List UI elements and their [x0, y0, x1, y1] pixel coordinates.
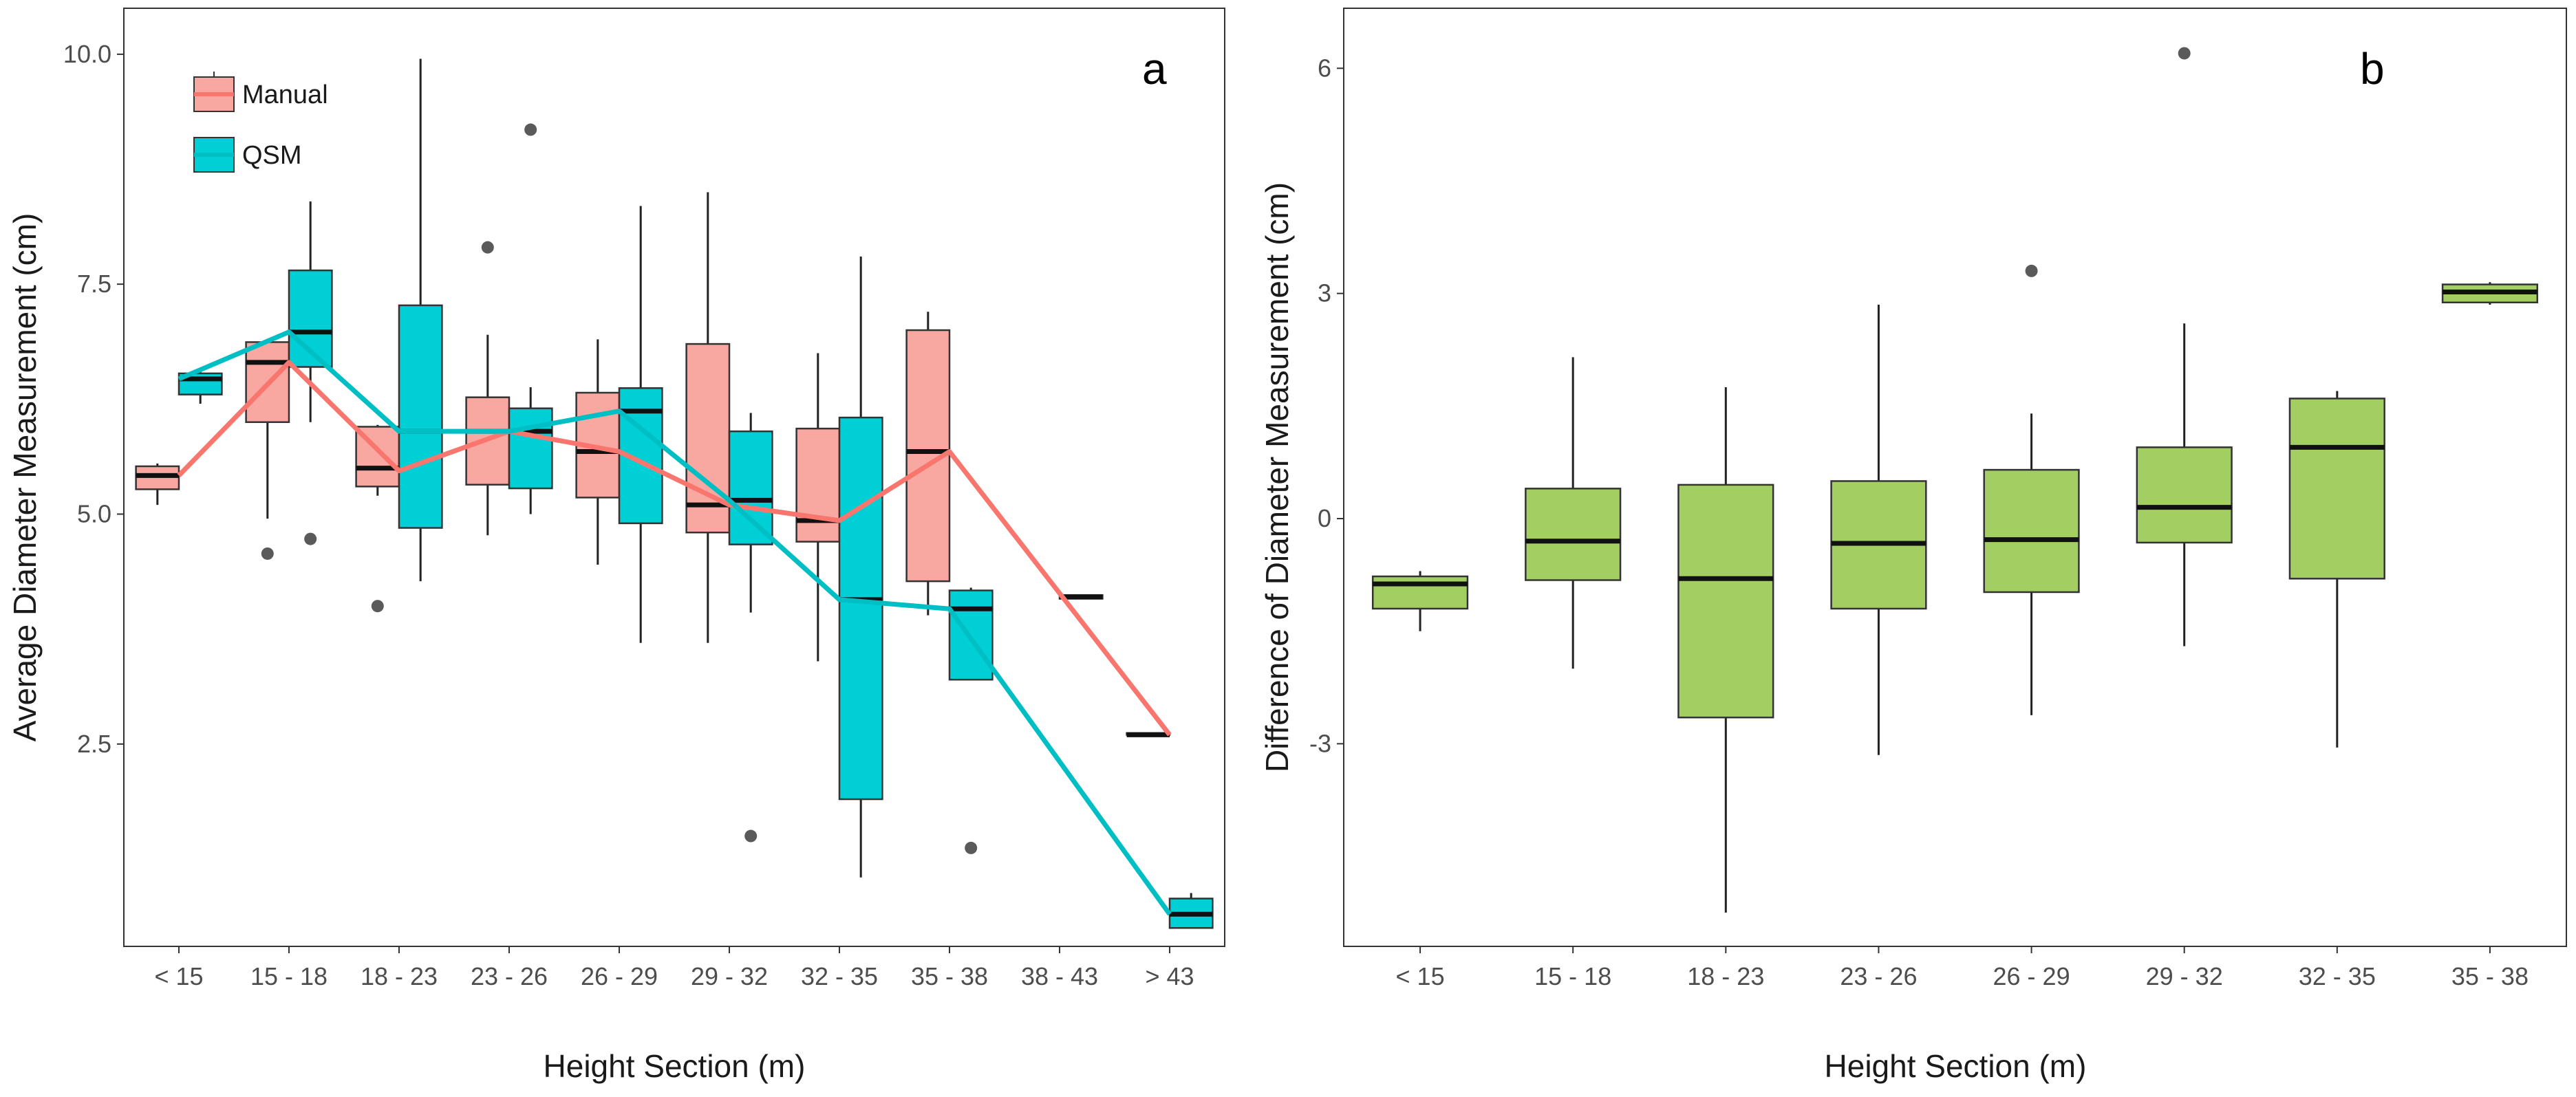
panel-b-box-diff — [2441, 282, 2539, 305]
panel-b-xtick-label: 26 - 29 — [1993, 962, 2070, 990]
panel-a-box-manual — [685, 192, 731, 643]
panel-a-ytick-label: 7.5 — [77, 270, 111, 298]
panel-b-marks — [1371, 47, 2539, 913]
panel-a-box-manual — [245, 339, 290, 560]
panel-b-xtick-label: 32 - 35 — [2299, 962, 2376, 990]
panel-a-xtick-label: > 43 — [1145, 962, 1194, 990]
panel-b-box-rect — [1525, 488, 1622, 581]
panel-b-xtick-label: 23 - 26 — [1840, 962, 1917, 990]
panel-a-outlier — [304, 532, 317, 545]
panel-b-box-diff — [2288, 391, 2385, 748]
panel-a-xtick-label: 23 - 26 — [471, 962, 548, 990]
legend: Manual QSM — [193, 72, 328, 173]
panel-b-letter: b — [2360, 44, 2385, 94]
panel-b-box-rect — [1983, 468, 2080, 594]
panel-a-outlier — [481, 241, 494, 254]
panel-b-box-rect — [2288, 398, 2385, 580]
panel-a-ytick-label: 2.5 — [77, 730, 111, 758]
panel-a-marks — [135, 58, 1214, 929]
panel-a-box-qsm — [618, 206, 663, 643]
panel-a-xtick-label: 18 - 23 — [361, 962, 438, 990]
panel-a-box-rect — [728, 430, 773, 545]
panel-b-xtick-label: 15 - 18 — [1534, 962, 1611, 990]
panel-a-outlier — [744, 829, 758, 843]
legend-label-manual: Manual — [242, 80, 328, 109]
panel-b-ytick-label: -3 — [1309, 729, 1331, 757]
panel-a-y-axis-title: Average Diameter Measurement (cm) — [7, 213, 43, 742]
panel-b-xtick-label: 35 - 38 — [2451, 962, 2529, 990]
panel-a-plot-border — [123, 8, 1225, 947]
panel-a-box-manual — [465, 241, 511, 536]
panel-b-ytick-label: 0 — [1318, 504, 1331, 532]
panel-b-box-rect — [1677, 484, 1774, 719]
panel-a-box-rect — [508, 407, 553, 490]
panel-a-xtick-label: 32 - 35 — [801, 962, 878, 990]
panel-b-x-axis: < 15 15 - 18 18 - 23 23 - 26 26 - 29 29 - 32 3… — [1396, 946, 2529, 990]
panel-a-xtick-label: 35 - 38 — [911, 962, 988, 990]
panel-a-box-manual — [135, 463, 180, 506]
panel-b-box-rect — [2136, 446, 2233, 544]
panel-a-xtick-label: 26 - 29 — [581, 962, 658, 990]
panel-b-box-diff — [1371, 571, 1469, 631]
panel-a-xtick-label: < 15 — [154, 962, 203, 990]
panel-a-y-axis: 2.5 5.0 7.5 10.0 — [63, 40, 124, 758]
panel-a-trend-qsm — [178, 329, 1172, 916]
panel-a-box-qsm — [838, 257, 883, 878]
panel-b-box-diff — [2136, 47, 2233, 647]
panel-b-chart: -3 0 3 6 < 15 15 - 18 18 - 23 23 - 26 26 - 29 29… — [1259, 8, 2567, 1084]
legend-label-qsm: QSM — [242, 141, 302, 170]
panel-b-box-diff — [1830, 305, 1927, 755]
panel-a-box-rect — [795, 427, 841, 543]
panel-a-x-axis-title: Height Section (m) — [544, 1048, 806, 1084]
panel-a-box-rect — [838, 416, 883, 801]
panel-b-plot-border — [1343, 8, 2567, 947]
panel-a-box-manual — [795, 353, 841, 662]
panel-a-xtick-label: 15 - 18 — [250, 962, 328, 990]
legend-item-manual: Manual — [193, 72, 328, 112]
panel-b-y-axis-title: Difference of Diameter Measurement (cm) — [1259, 182, 1295, 772]
panel-a-xtick-label: 29 - 32 — [691, 962, 768, 990]
panel-b-box-diff — [1677, 387, 1774, 913]
panel-b-ytick-label: 3 — [1318, 279, 1331, 307]
panel-b-outlier — [2178, 47, 2191, 60]
panel-a-box-manual — [1126, 732, 1171, 737]
panel-a-trend-manual — [177, 360, 1172, 737]
panel-a-box-qsm — [288, 201, 333, 545]
panel-a-outlier — [261, 547, 274, 560]
panel-b-box-rect — [1371, 575, 1469, 610]
panel-a-outlier — [965, 841, 978, 854]
panel-b-box-diff — [1525, 357, 1622, 669]
panel-b-x-axis-title: Height Section (m) — [1825, 1048, 2087, 1084]
panel-a-box-qsm — [398, 58, 443, 582]
panel-b-xtick-label: < 15 — [1396, 962, 1445, 990]
panel-b-box-diff — [1983, 264, 2080, 715]
panel-a-box-qsm — [1168, 893, 1214, 929]
panel-a-xtick-label: 38 - 43 — [1021, 962, 1098, 990]
panel-a-box-qsm — [508, 123, 553, 514]
panel-a-outlier — [524, 123, 537, 136]
panel-b-ytick-label: 6 — [1318, 54, 1331, 82]
panel-a-outlier — [371, 600, 384, 613]
panel-a-ytick-label: 5.0 — [77, 499, 111, 528]
panel-b-outlier — [2025, 264, 2038, 277]
panel-a-x-axis: < 15 15 - 18 18 - 23 23 - 26 26 - 29 29 - 32 3… — [154, 946, 1194, 990]
legend-item-qsm: QSM — [193, 137, 302, 173]
panel-b-xtick-label: 18 - 23 — [1687, 962, 1764, 990]
panel-a-box-qsm — [728, 413, 773, 843]
panel-a-box-qsm — [948, 587, 994, 854]
panel-a-box-rect — [398, 304, 443, 529]
panel-b-xtick-label: 29 - 32 — [2146, 962, 2223, 990]
panel-a-letter: a — [1142, 44, 1167, 94]
panel-a-ytick-label: 10.0 — [63, 40, 111, 68]
panel-b-y-axis: -3 0 3 6 — [1309, 54, 1344, 757]
panel-a-chart: 2.5 5.0 7.5 10.0 < 15 15 - 18 18 - 23 23 - 26 2… — [7, 8, 1225, 1084]
